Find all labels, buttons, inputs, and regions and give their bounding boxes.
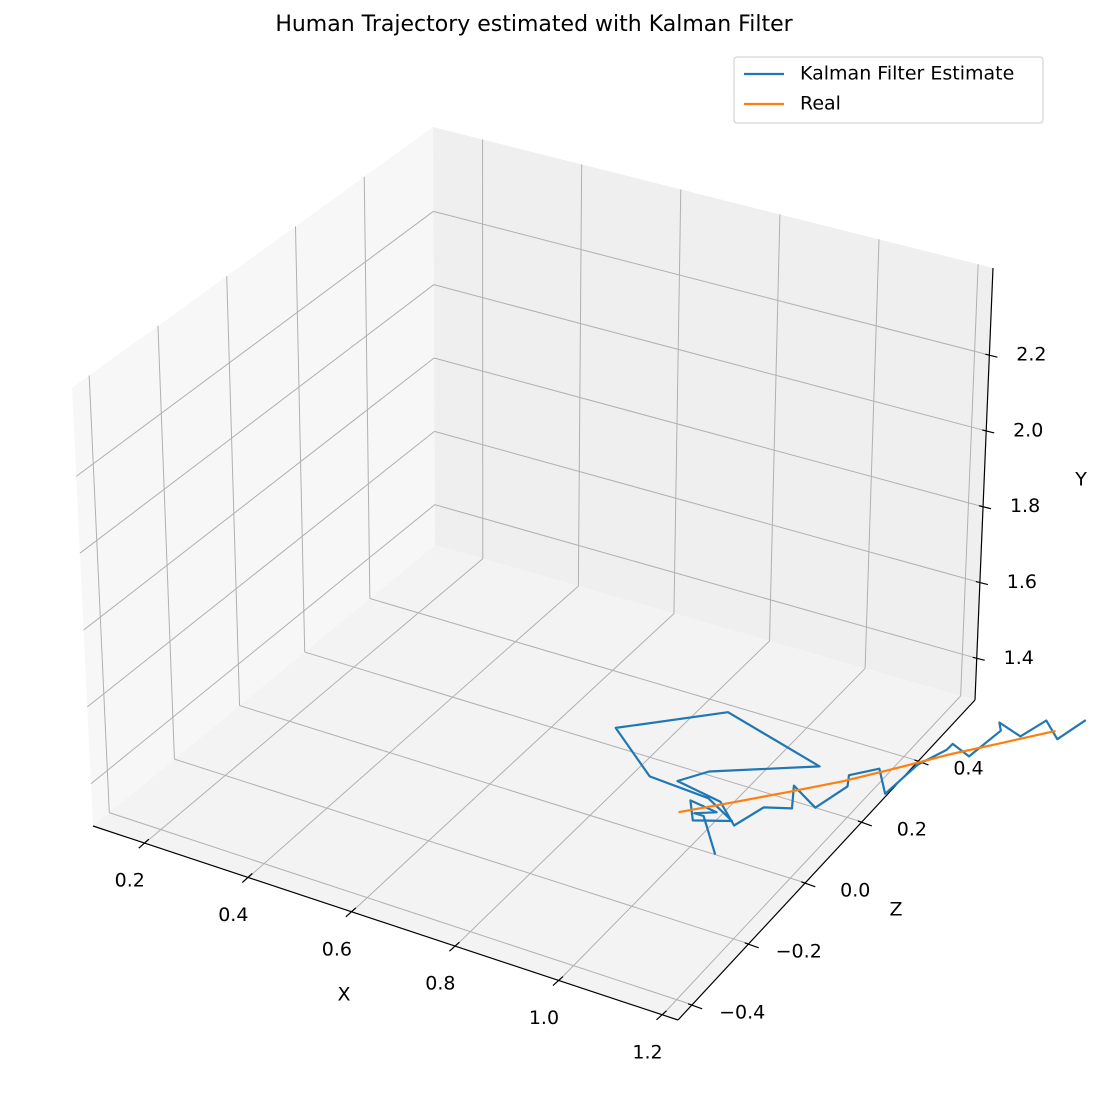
x-tick	[552, 976, 564, 986]
grid-line	[239, 705, 806, 884]
grid-line	[433, 357, 984, 508]
x-tick-label: 0.2	[115, 870, 145, 892]
legend-label: Real	[800, 93, 841, 115]
y-tick	[978, 505, 992, 510]
floor-pane	[93, 545, 975, 1020]
grid-line	[662, 695, 962, 1016]
grid-line	[864, 239, 880, 669]
grid-line	[86, 430, 435, 708]
back-pane	[433, 127, 993, 700]
grid-line	[174, 758, 749, 945]
x-tick	[448, 941, 460, 952]
grid-line	[83, 357, 435, 631]
x-tick-label: 0.4	[218, 904, 248, 926]
grid-line	[673, 189, 682, 614]
grid-line	[433, 210, 990, 356]
x-tick-label: 0.6	[322, 938, 352, 960]
grid-line	[558, 668, 866, 981]
z-axis-line	[677, 699, 976, 1021]
grid-line	[363, 176, 371, 599]
y-tick-label: 1.6	[1007, 571, 1037, 593]
grid-line	[769, 214, 781, 642]
grid-line	[433, 284, 987, 432]
z-tick-label: −0.2	[776, 940, 822, 962]
legend-label: Kalman Filter Estimate	[800, 63, 1014, 85]
x-tick-label: 1.2	[632, 1041, 662, 1063]
grid-line	[960, 264, 979, 696]
z-tick-label: 0.4	[953, 757, 983, 779]
y-axis-label: Y	[1074, 469, 1087, 491]
x-axis-label: X	[337, 984, 350, 1006]
grid-line	[79, 284, 435, 554]
grid-line	[455, 640, 770, 947]
y-tick-label: 2.2	[1016, 344, 1046, 366]
grid-line	[434, 504, 977, 659]
legend: Kalman Filter Estimate Real	[733, 56, 1044, 124]
z-tick	[857, 820, 873, 827]
y-tick-label: 1.8	[1010, 495, 1040, 517]
grid-line	[577, 164, 583, 587]
x-tick-label: 0.8	[425, 973, 455, 995]
z-tick-label: −0.4	[719, 1001, 765, 1023]
y-tick	[975, 580, 989, 586]
grid-line	[75, 210, 434, 477]
left-pane	[72, 127, 435, 826]
grid-line	[247, 585, 579, 878]
axes-panes	[72, 127, 993, 1020]
z-tick-label: 0.0	[840, 879, 870, 901]
grid-line	[109, 812, 693, 1006]
grid-line	[434, 430, 981, 584]
z-tick-label: 0.2	[897, 818, 927, 840]
x-tick	[656, 1010, 667, 1021]
y-axis-line	[974, 267, 994, 701]
z-tick	[801, 881, 816, 888]
z-axis-label: Z	[889, 899, 902, 921]
y-tick	[982, 429, 995, 434]
x-axis-line	[92, 825, 679, 1021]
x-tick	[241, 873, 253, 883]
plot-layer: 0.2 0.4 0.6 0.8 1.0 1.2 −0.4 −0.2 0.0 0.2 0.4 1.4 1.…	[75, 139, 1087, 1063]
z-tick	[687, 1003, 703, 1010]
data-line	[678, 729, 1056, 814]
z-tick	[744, 942, 759, 949]
grid-line	[144, 558, 484, 844]
grid-line	[351, 613, 675, 913]
y-tick	[985, 353, 998, 358]
legend-box	[733, 56, 1044, 124]
y-tick-label: 1.4	[1004, 647, 1034, 669]
y-tick-label: 2.0	[1013, 419, 1043, 441]
chart-title: Human Trajectory estimated with Kalman F…	[275, 12, 793, 37]
x-tick	[138, 838, 150, 849]
grid-line	[226, 276, 241, 706]
data-line	[614, 711, 1087, 855]
grid-line	[369, 598, 919, 762]
grid-line	[90, 504, 436, 785]
y-tick	[972, 656, 985, 661]
grid-line	[157, 325, 175, 760]
grid-line	[88, 375, 110, 813]
grid-line	[294, 226, 306, 653]
x-tick	[345, 907, 357, 918]
grid-line	[304, 651, 863, 823]
x-tick-label: 1.0	[529, 1007, 559, 1029]
